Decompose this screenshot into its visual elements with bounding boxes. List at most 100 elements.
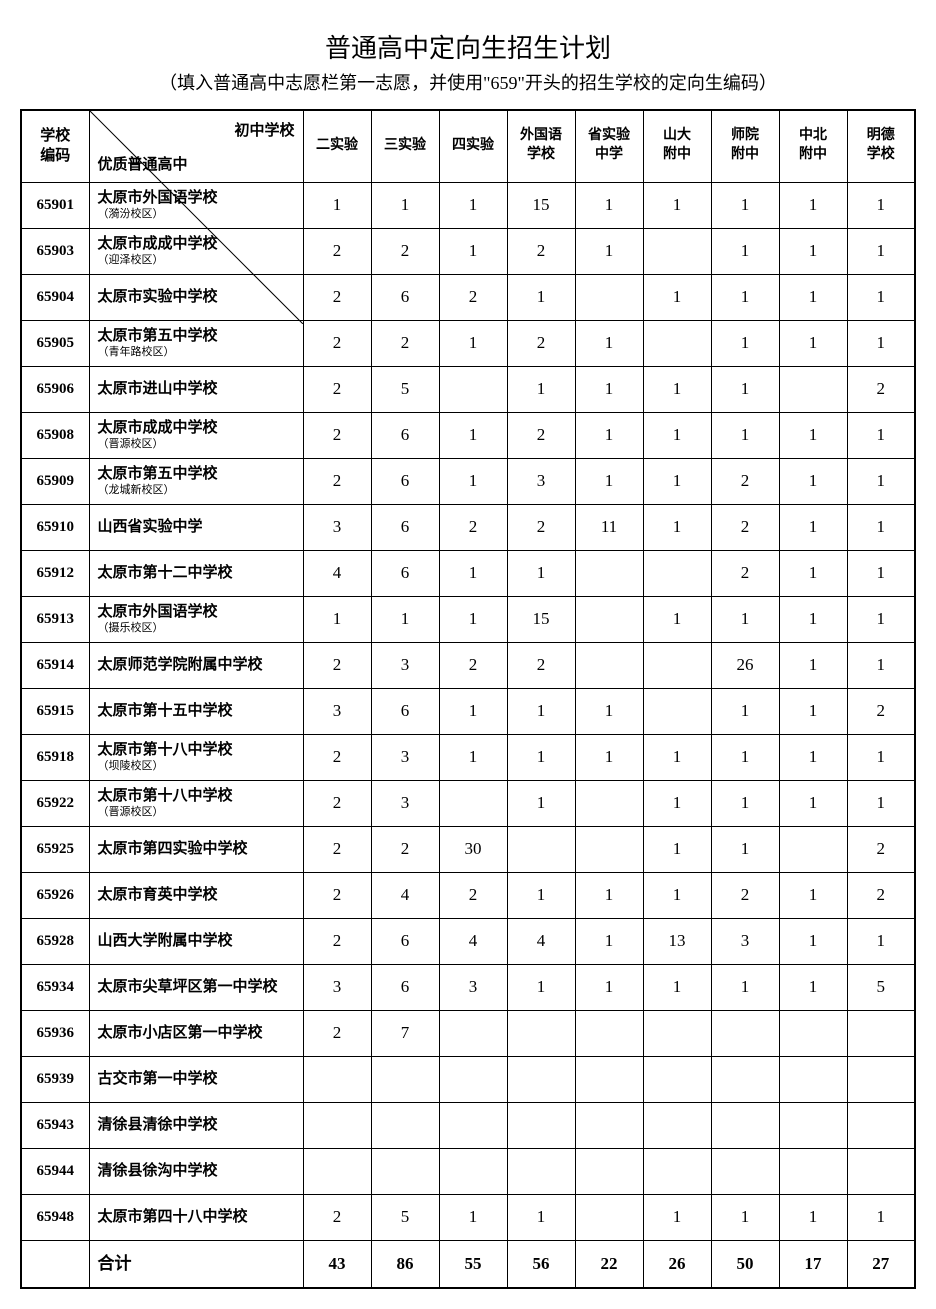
data-cell: 1 (507, 780, 575, 826)
data-cell: 1 (779, 412, 847, 458)
data-cell: 6 (371, 458, 439, 504)
data-cell: 1 (507, 964, 575, 1010)
school-name-cell: 山西大学附属中学校 (89, 918, 303, 964)
data-cell: 26 (711, 642, 779, 688)
total-cell: 50 (711, 1240, 779, 1288)
data-cell: 1 (643, 1194, 711, 1240)
data-cell: 1 (507, 688, 575, 734)
data-cell: 3 (439, 964, 507, 1010)
data-cell (507, 1102, 575, 1148)
school-name: 太原市第十二中学校 (98, 565, 233, 581)
school-name-cell: 太原市第十八中学校（晋源校区） (89, 780, 303, 826)
code-cell: 65943 (21, 1102, 89, 1148)
table-row: 65904太原市实验中学校26211111 (21, 274, 915, 320)
school-name-cell: 山西省实验中学 (89, 504, 303, 550)
col-header-junior-5: 山大附中 (643, 110, 711, 182)
school-name-cell: 太原市实验中学校 (89, 274, 303, 320)
school-name: 太原市第五中学校 (98, 466, 218, 482)
data-cell: 2 (507, 504, 575, 550)
data-cell: 1 (847, 320, 915, 366)
data-cell: 5 (371, 366, 439, 412)
data-cell (643, 1148, 711, 1194)
school-name-cell: 太原市第五中学校（青年路校区） (89, 320, 303, 366)
data-cell: 1 (711, 688, 779, 734)
data-cell: 5 (371, 1194, 439, 1240)
school-name-cell: 太原市成成中学校（迎泽校区） (89, 228, 303, 274)
data-cell: 1 (847, 780, 915, 826)
school-name: 太原市外国语学校 (98, 604, 218, 620)
data-cell: 1 (439, 320, 507, 366)
data-cell: 3 (711, 918, 779, 964)
data-cell: 1 (507, 550, 575, 596)
data-cell: 2 (303, 780, 371, 826)
data-cell: 1 (575, 228, 643, 274)
data-cell: 2 (371, 320, 439, 366)
data-cell: 6 (371, 964, 439, 1010)
school-name: 古交市第一中学校 (98, 1071, 218, 1087)
col-header-junior-2: 四实验 (439, 110, 507, 182)
school-name: 太原市第四实验中学校 (98, 841, 248, 857)
data-cell (779, 826, 847, 872)
school-name: 太原市第五中学校 (98, 328, 218, 344)
data-cell (303, 1102, 371, 1148)
table-row: 65922太原市第十八中学校（晋源校区）2311111 (21, 780, 915, 826)
data-cell (439, 1056, 507, 1102)
data-cell: 2 (303, 918, 371, 964)
data-cell: 1 (439, 182, 507, 228)
table-row: 65913太原市外国语学校（摄乐校区）111151111 (21, 596, 915, 642)
data-cell (643, 688, 711, 734)
data-cell (779, 1102, 847, 1148)
school-name-cell: 太原市外国语学校（摄乐校区） (89, 596, 303, 642)
code-cell: 65939 (21, 1056, 89, 1102)
enrollment-table: 学校编码 初中学校 优质普通高中 二实验三实验四实验外国语学校省实验中学山大附中… (20, 109, 916, 1289)
school-name: 清徐县徐沟中学校 (98, 1163, 218, 1179)
data-cell: 1 (507, 366, 575, 412)
data-cell: 1 (847, 504, 915, 550)
total-code-cell (21, 1240, 89, 1288)
data-cell: 1 (711, 320, 779, 366)
data-cell: 1 (439, 550, 507, 596)
school-name: 太原市成成中学校 (98, 420, 218, 436)
table-row: 65934太原市尖草坪区第一中学校363111115 (21, 964, 915, 1010)
data-cell: 2 (507, 228, 575, 274)
data-cell: 1 (779, 274, 847, 320)
data-cell: 1 (575, 734, 643, 780)
data-cell: 1 (779, 642, 847, 688)
school-name: 太原市尖草坪区第一中学校 (98, 979, 278, 995)
school-campus: （漪汾校区） (98, 208, 303, 221)
data-cell: 1 (711, 412, 779, 458)
school-name-cell: 太原市第十二中学校 (89, 550, 303, 596)
data-cell: 2 (303, 320, 371, 366)
data-cell: 1 (575, 964, 643, 1010)
data-cell (371, 1148, 439, 1194)
school-name-cell: 清徐县清徐中学校 (89, 1102, 303, 1148)
data-cell: 1 (643, 596, 711, 642)
data-cell: 7 (371, 1010, 439, 1056)
data-cell: 2 (303, 458, 371, 504)
code-cell: 65910 (21, 504, 89, 550)
data-cell: 1 (643, 872, 711, 918)
data-cell (643, 1056, 711, 1102)
data-cell: 11 (575, 504, 643, 550)
code-cell: 65934 (21, 964, 89, 1010)
code-cell: 65922 (21, 780, 89, 826)
data-cell: 1 (371, 596, 439, 642)
school-name-cell: 古交市第一中学校 (89, 1056, 303, 1102)
page-title: 普通高中定向生招生计划 (20, 28, 916, 65)
data-cell: 1 (643, 734, 711, 780)
data-cell (575, 1102, 643, 1148)
data-cell: 1 (575, 458, 643, 504)
data-cell (371, 1102, 439, 1148)
data-cell: 4 (371, 872, 439, 918)
data-cell: 1 (575, 182, 643, 228)
data-cell (779, 1056, 847, 1102)
table-row: 65928山西大学附属中学校2644113311 (21, 918, 915, 964)
table-row: 65918太原市第十八中学校（坝陵校区）231111111 (21, 734, 915, 780)
data-cell: 2 (711, 458, 779, 504)
data-cell: 1 (575, 918, 643, 964)
table-row: 65910山西省实验中学3622111211 (21, 504, 915, 550)
data-cell: 1 (711, 274, 779, 320)
data-cell: 2 (303, 1194, 371, 1240)
data-cell: 3 (303, 688, 371, 734)
data-cell: 2 (439, 642, 507, 688)
